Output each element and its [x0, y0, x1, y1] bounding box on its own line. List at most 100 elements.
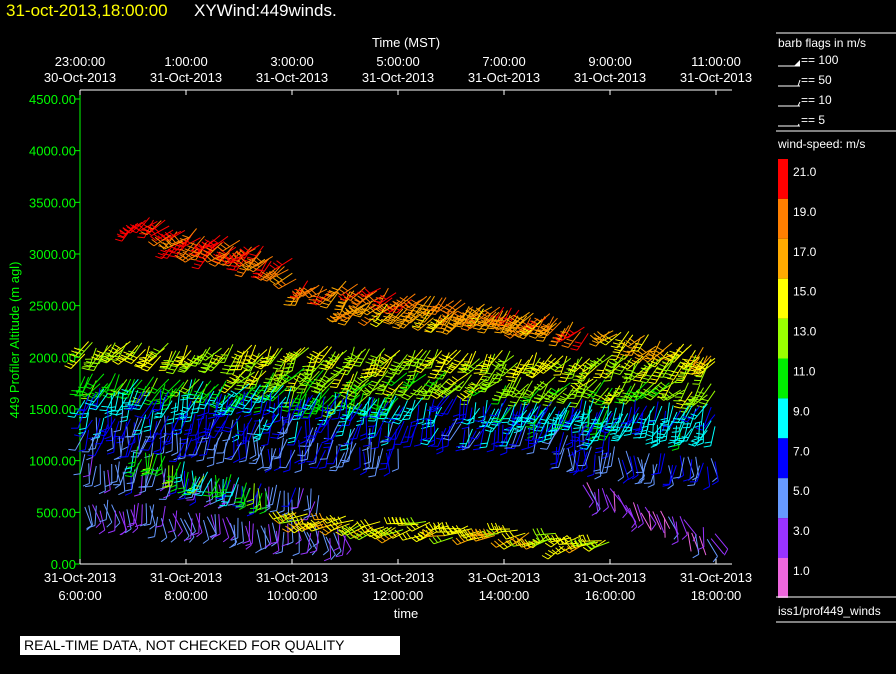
wind-barb-flag — [241, 264, 249, 268]
wind-barb-flag — [621, 422, 629, 425]
wind-barb-flag — [464, 323, 471, 329]
wind-barb-flag — [673, 442, 681, 446]
wind-barb-flag — [616, 398, 624, 401]
wind-barb-flag — [222, 263, 230, 267]
wind-barb-staff — [248, 422, 257, 442]
wind-barb-flag — [203, 428, 211, 431]
wind-barb-flag — [438, 393, 445, 399]
wind-barb-flag — [576, 379, 584, 382]
wind-barb-flag — [624, 395, 632, 399]
wind-barb-flag — [219, 249, 227, 255]
bottom-tick-date: 31-Oct-2013 — [574, 570, 646, 585]
wind-barb-staff — [605, 494, 616, 513]
wind-barb-flag — [421, 304, 429, 307]
wind-barb-flag — [375, 529, 383, 535]
wind-barb-staff — [495, 398, 507, 417]
wind-barb-flag — [693, 364, 701, 369]
wind-layer — [218, 367, 716, 413]
wind-barb-flag — [452, 417, 460, 421]
wind-barb-flag — [634, 428, 642, 432]
wind-barb-flag — [388, 367, 396, 371]
wind-barb-flag — [574, 538, 579, 546]
wind-barb-staff — [601, 488, 609, 508]
wind-barb-flag — [128, 350, 136, 354]
wind-barb-flag — [587, 394, 595, 398]
wind-barb-staff — [280, 519, 301, 524]
wind-barb-flag — [162, 484, 169, 489]
wind-barb-flag — [306, 356, 314, 361]
wind-barb-staff — [364, 526, 385, 534]
wind-barb-flag — [290, 353, 297, 359]
wind-barb-flag — [234, 353, 241, 358]
wind-barb-flag — [329, 514, 335, 521]
wind-barb-flag — [288, 523, 295, 528]
wind-barb-staff — [607, 436, 610, 457]
wind-barb-flag — [523, 324, 530, 330]
wind-barb-flag — [379, 412, 387, 415]
wind-barb-flag — [155, 472, 163, 477]
wind-barb-staff — [198, 242, 219, 251]
wind-barb-staff — [113, 432, 116, 453]
wind-barb-flag — [337, 322, 345, 326]
wind-barb-flag — [303, 292, 310, 299]
wind-barb-flag — [125, 408, 133, 411]
wind-barb-staff — [437, 300, 454, 313]
wind-barb-flag — [360, 374, 367, 381]
wind-barb-flag — [615, 369, 623, 372]
wind-barb-flag — [166, 238, 173, 245]
wind-barb-flag — [416, 358, 424, 361]
wind-barb-flag — [685, 402, 692, 408]
wind-barb-flag — [237, 259, 244, 266]
wind-barb-staff — [599, 409, 608, 429]
wind-barb-flag — [382, 393, 390, 397]
wind-barb-flag — [192, 362, 200, 365]
bottom-axis-label: time — [394, 606, 419, 621]
wind-barb-flag — [299, 523, 305, 531]
wind-barb-flag — [586, 389, 594, 393]
wind-barb-flag — [251, 353, 259, 359]
wind-barb-flag — [653, 472, 661, 475]
wind-barb-flag — [200, 391, 208, 396]
wind-barb-staff — [513, 311, 530, 325]
wind-barb-flag — [132, 397, 140, 401]
wind-barb-flag — [123, 351, 131, 355]
wind-barb-flag — [338, 421, 347, 423]
wind-barb-staff — [164, 415, 167, 436]
wind-barb-flag — [414, 535, 420, 541]
wind-barb-staff — [273, 396, 287, 413]
wind-barb-staff — [106, 392, 116, 411]
wind-barb-staff — [193, 475, 205, 494]
wind-barb-flag — [218, 389, 226, 394]
wind-barb-flag — [441, 391, 448, 396]
wind-barb-flag — [182, 255, 189, 261]
wind-barb-flag — [479, 533, 486, 539]
wind-barb-flag — [603, 380, 611, 382]
wind-barb-flag — [205, 351, 213, 356]
wind-barb-flag — [566, 338, 574, 342]
wind-barb-flag — [346, 294, 354, 299]
wind-barb-staff — [139, 414, 147, 435]
wind-barb-flag — [695, 394, 703, 398]
wind-barb-flag — [576, 420, 584, 424]
wind-barb-staff — [141, 504, 143, 525]
wind-barb-staff — [496, 314, 515, 326]
wind-barb-flag — [618, 401, 626, 405]
wind-barb-staff — [694, 403, 708, 420]
wind-barb-staff — [288, 367, 305, 381]
wind-barb-flag — [211, 393, 219, 396]
wind-barb-flag — [188, 258, 196, 261]
wind-barb-flag — [525, 367, 533, 370]
wind-barb-staff — [651, 422, 654, 443]
wind-barb-flag — [249, 261, 256, 267]
wind-barb-flag — [203, 502, 211, 508]
wind-barb-flag — [434, 305, 441, 311]
wind-barb-flag — [132, 527, 139, 534]
wind-barb-flag — [430, 321, 437, 326]
wind-barb-flag — [259, 547, 267, 551]
wind-barb-staff — [160, 518, 168, 538]
wind-barb-staff — [251, 523, 254, 544]
wind-barb-flag — [477, 320, 485, 324]
wind-barb-staff — [319, 291, 335, 306]
top-tick-date: 30-Oct-2013 — [44, 70, 116, 85]
wind-barb-flag — [128, 441, 136, 446]
